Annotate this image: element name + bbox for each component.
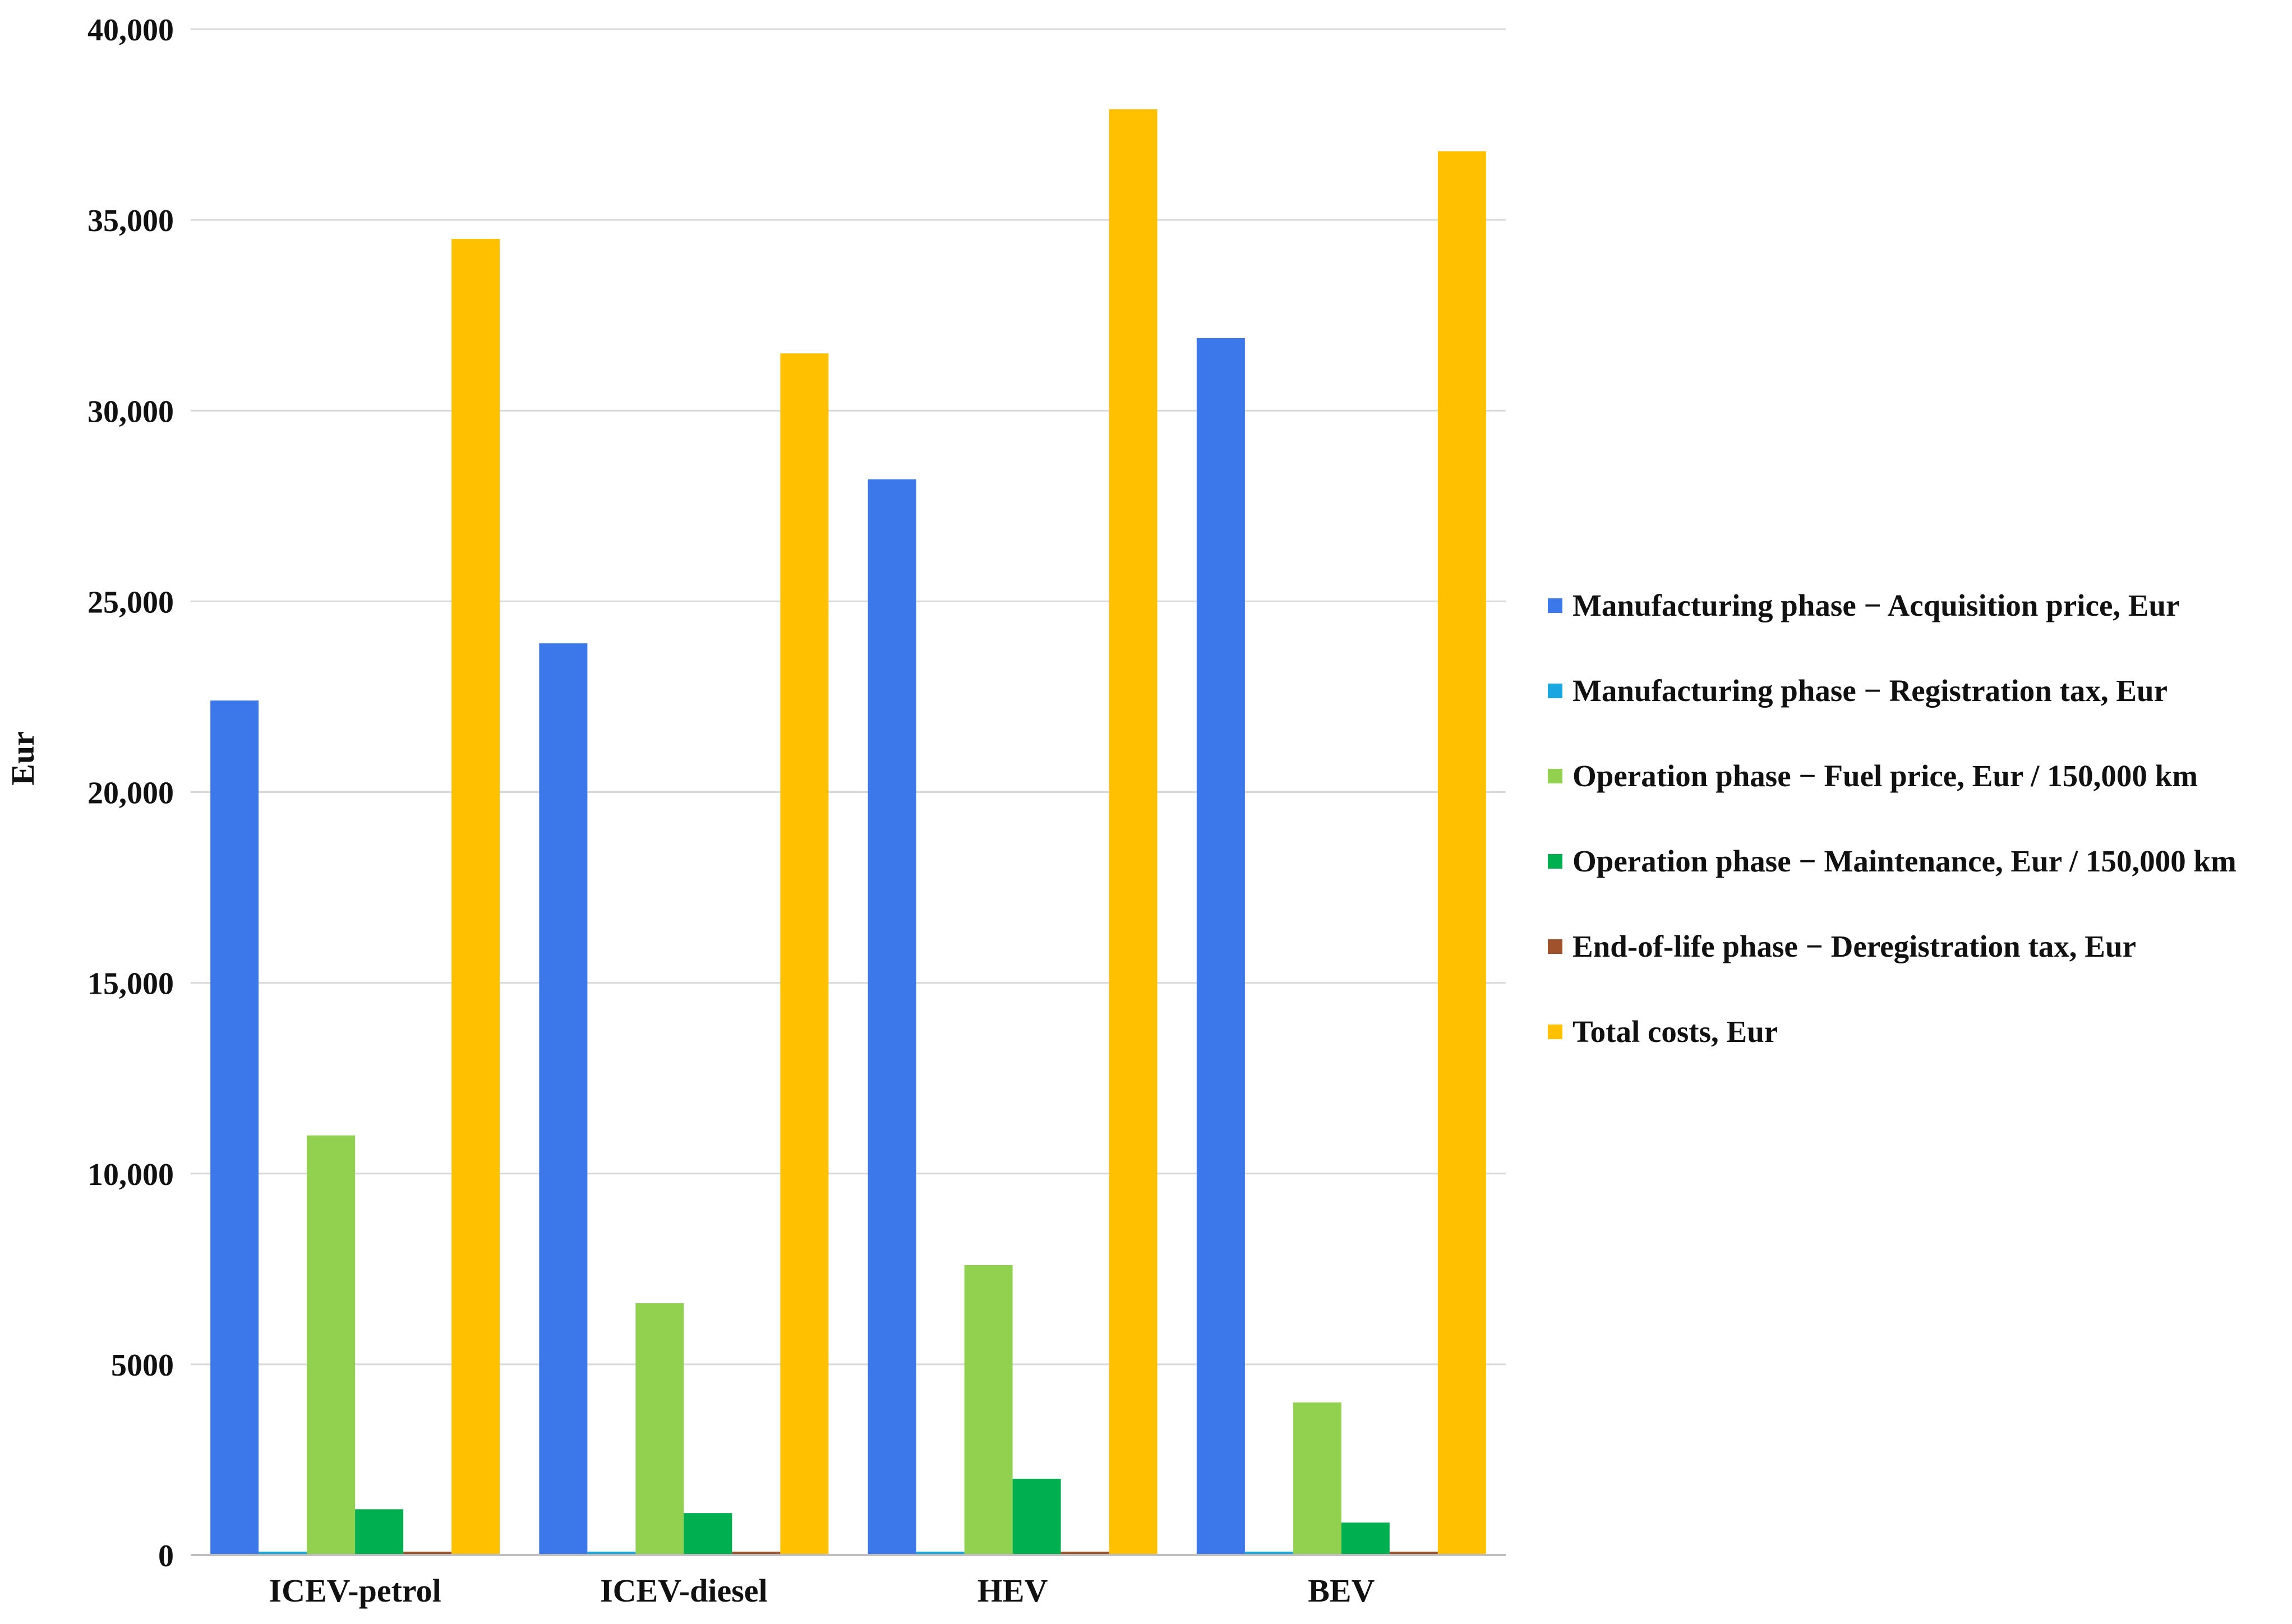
bar: [1244, 1552, 1293, 1555]
y-axis-title: Eur: [4, 731, 41, 786]
y-tick-label: 40,000: [87, 13, 174, 48]
legend-swatch: [1548, 939, 1562, 954]
bar: [1341, 1522, 1390, 1555]
gridlines: [191, 28, 1506, 1365]
legend-label: Operation phase − Maintenance, Eur / 150…: [1572, 844, 2236, 878]
bar: [259, 1552, 307, 1555]
x-tick-label: ICEV-petrol: [269, 1572, 441, 1609]
bar: [1437, 151, 1486, 1556]
x-tick-label: HEV: [977, 1572, 1048, 1609]
legend-swatch: [1548, 854, 1562, 869]
y-tick-label: 5000: [111, 1348, 174, 1383]
legend-label: Total costs, Eur: [1572, 1014, 1778, 1049]
y-tick-label: 15,000: [87, 967, 174, 1002]
bar: [1109, 109, 1157, 1555]
bar: [684, 1513, 732, 1555]
bar: [635, 1303, 684, 1555]
legend-label: Manufacturing phase − Acquisition price,…: [1572, 588, 2180, 622]
bar: [964, 1265, 1013, 1555]
x-tick-label: ICEV-diesel: [600, 1572, 768, 1609]
y-tick-label: 30,000: [87, 394, 174, 429]
bar: [1060, 1552, 1109, 1555]
bar: [403, 1552, 452, 1555]
bar: [1196, 338, 1245, 1556]
legend: Manufacturing phase − Acquisition price,…: [1548, 588, 2236, 1049]
bar: [539, 643, 588, 1555]
bar: [307, 1135, 356, 1555]
bar: [1389, 1552, 1438, 1555]
y-tick-label: 10,000: [87, 1157, 174, 1192]
bar: [587, 1552, 636, 1555]
bar: [1012, 1478, 1061, 1555]
x-tick-label: BEV: [1308, 1572, 1375, 1609]
y-tick-label: 25,000: [87, 585, 174, 620]
bars: [210, 109, 1486, 1556]
bar: [916, 1552, 965, 1555]
bar: [210, 700, 259, 1555]
legend-label: Operation phase − Fuel price, Eur / 150,…: [1572, 759, 2198, 793]
bar: [732, 1552, 781, 1555]
y-tick-label: 35,000: [87, 204, 174, 238]
y-axis-ticks: 0 5000 10,000 15,000 20,000 25,000 30,000 35,00…: [87, 13, 174, 1574]
legend-swatch: [1548, 1025, 1562, 1039]
legend-label: Manufacturing phase − Registration tax, …: [1572, 673, 2168, 708]
bar: [868, 479, 916, 1555]
y-tick-label: 20,000: [87, 776, 174, 811]
legend-label: End-of-life phase − Deregistration tax, …: [1572, 929, 2136, 963]
x-axis: ICEV-petrol ICEV-diesel HEV BEV: [191, 1554, 1506, 1609]
bar: [780, 353, 829, 1556]
legend-swatch: [1548, 684, 1562, 698]
bar: [1293, 1402, 1341, 1555]
legend-swatch: [1548, 769, 1562, 783]
bar: [451, 239, 500, 1556]
bar: [355, 1509, 404, 1555]
legend-swatch: [1548, 598, 1562, 613]
y-tick-label: 0: [158, 1539, 174, 1574]
